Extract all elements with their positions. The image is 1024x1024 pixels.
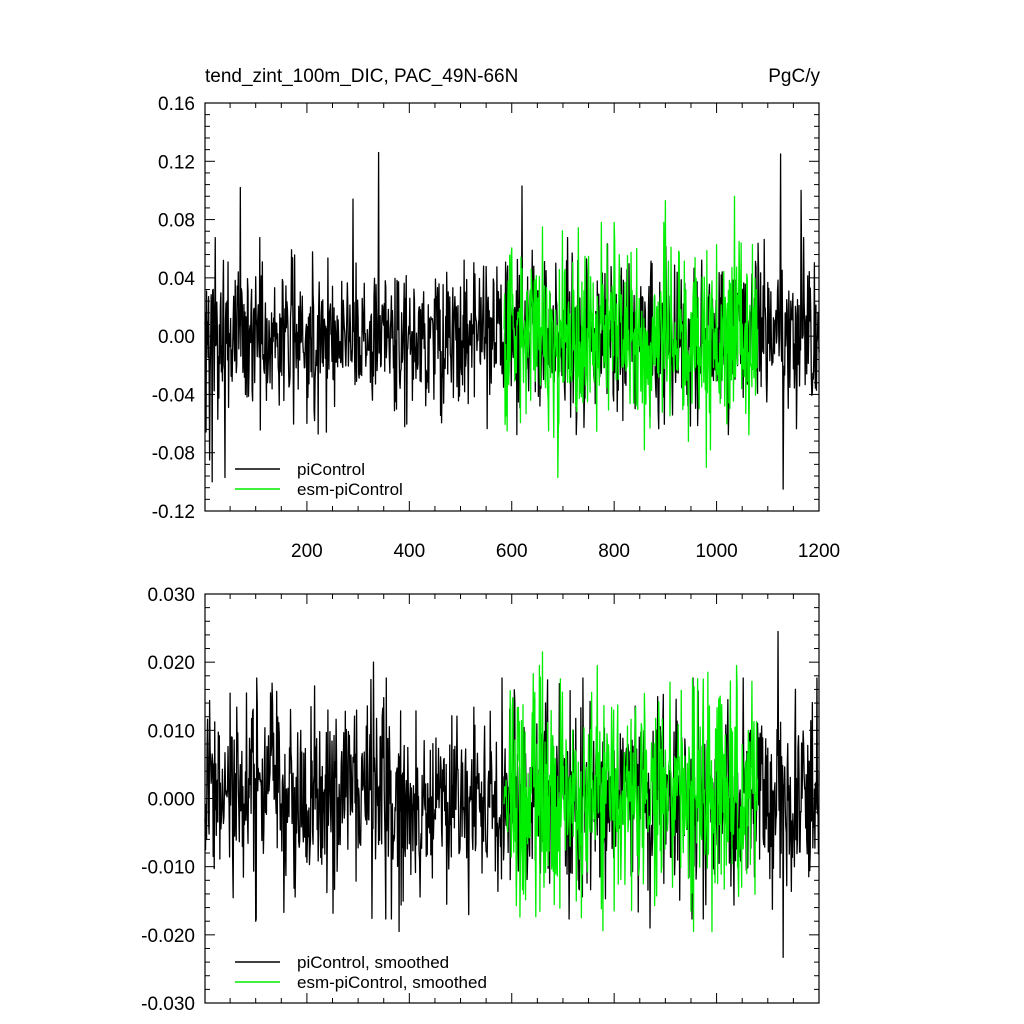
x-tick-label: 200: [291, 541, 323, 562]
y-tick-label: -0.010: [141, 858, 195, 879]
y-tick-label: 0.04: [158, 269, 195, 290]
series-line-esm-picontrol: [503, 195, 759, 479]
x-tick-label: 400: [393, 541, 425, 562]
units-label: PgC/y: [768, 66, 820, 87]
legend-label-esm-picontrol: esm-piControl: [297, 480, 403, 499]
bottom-series-layer: [204, 630, 820, 958]
x-tick-label: 600: [496, 541, 528, 562]
x-tick-label: 800: [598, 541, 630, 562]
y-tick-label: -0.08: [152, 444, 195, 465]
legend-label-picontrol-smoothed: piControl, smoothed: [297, 953, 449, 972]
y-tick-label: -0.020: [141, 926, 195, 947]
y-tick-label: -0.030: [141, 994, 195, 1015]
series-line-esm-picontrol-smoothed: [503, 651, 759, 933]
top-ticks-layer: -0.12 -0.08 -0.04 0.00 0.04 0.08 0.12 0.16 200 40…: [152, 94, 840, 562]
y-tick-label: -0.12: [152, 502, 195, 523]
bottom-panel: -0.030 -0.020 -0.010 0.000 0.010 0.020 0.030 p…: [141, 585, 820, 1015]
x-tick-label: 1200: [798, 541, 840, 562]
y-tick-label: 0.08: [158, 211, 195, 232]
y-tick-label: 0.00: [158, 327, 195, 348]
y-tick-label: 0.000: [147, 790, 195, 811]
y-tick-label: 0.010: [147, 721, 195, 742]
legend-label-picontrol: piControl: [297, 460, 365, 479]
y-tick-label: 0.16: [158, 94, 195, 115]
y-tick-label: 0.12: [158, 152, 195, 173]
top-panel: -0.12 -0.08 -0.04 0.00 0.04 0.08 0.12 0.16 200 40…: [152, 94, 840, 562]
legend-label-esm-picontrol-smoothed: esm-piControl, smoothed: [297, 973, 487, 992]
plot-title: tend_zint_100m_DIC, PAC_49N-66N: [205, 66, 518, 87]
bottom-ticks-layer: -0.030 -0.020 -0.010 0.000 0.010 0.020 0.030: [141, 585, 820, 1015]
top-series-layer: [204, 151, 820, 490]
y-tick-label: 0.030: [147, 585, 195, 606]
bottom-legend: piControl, smoothed esm-piControl, smoot…: [235, 953, 487, 992]
x-tick-label: 1000: [695, 541, 737, 562]
top-legend: piControl esm-piControl: [235, 460, 403, 499]
y-tick-label: 0.020: [147, 653, 195, 674]
y-tick-label: -0.04: [152, 385, 196, 406]
